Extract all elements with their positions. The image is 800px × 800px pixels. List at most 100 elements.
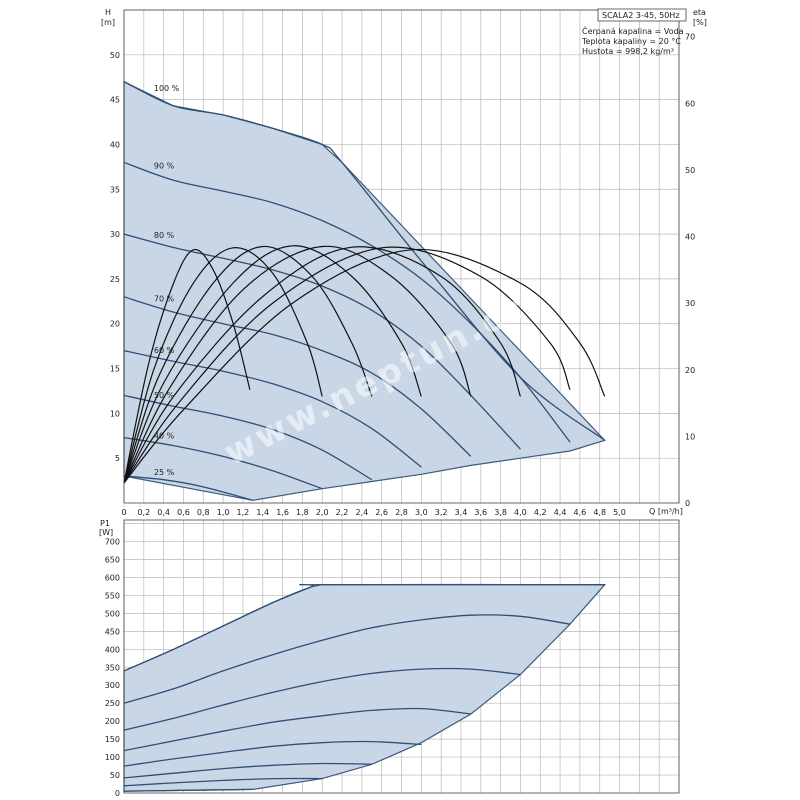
head-speed-label: 80 % (154, 231, 175, 240)
power-y-tick-labels: 0 50 100 150 200 250 300 350 400 450 500 550 600 650 7… (105, 538, 120, 798)
power-y-tick-label: 350 (105, 663, 120, 672)
head-axis-unit: [m] (101, 18, 115, 27)
info-line-fluid: Čerpaná kapalina = Voda (582, 25, 684, 36)
power-y-tick-label: 200 (105, 717, 120, 726)
head-y-tick-labels: 5 10 15 20 25 30 35 40 45 50 (110, 51, 120, 463)
head-x-tick-label: 2,0 (316, 508, 329, 517)
head-y-tick-label: 15 (110, 365, 120, 374)
head-curve-1 (123, 81, 606, 441)
efficiency-curve-6 (123, 246, 521, 484)
head-x-tick-label: 4,6 (574, 508, 587, 517)
head-y-tick-label: 35 (110, 185, 120, 194)
head-x-tick-label: 1,6 (276, 508, 289, 517)
head-x-tick-label: 0,8 (197, 508, 210, 517)
power-y-tick-label: 0 (115, 789, 120, 798)
head-y-tick-label: 20 (110, 320, 120, 329)
info-line-density: Hustota = 998,2 kg/m³ (582, 47, 674, 56)
head-axis-label: H (105, 8, 111, 17)
efficiency-curve-5 (123, 245, 472, 484)
head-curve-5 (123, 349, 422, 468)
eta-axis-label: eta (693, 8, 706, 17)
power-y-tick-label: 50 (110, 771, 120, 780)
power-curve-7 (123, 777, 323, 787)
power-y-tick-label: 650 (105, 556, 120, 565)
eta-y-tick-label: 60 (685, 99, 695, 108)
power-curve-4 (123, 707, 471, 752)
efficiency-curve-4 (123, 245, 422, 484)
power-y-tick-label: 400 (105, 645, 120, 654)
power-curve-1 (123, 583, 605, 672)
efficiency-curves (123, 245, 606, 484)
head-curve-2 (123, 161, 571, 443)
power-curve-6 (123, 762, 372, 779)
head-curve-7 (123, 436, 323, 490)
head-y-tick-label: 30 (110, 230, 120, 239)
power-axis-unit: [W] (99, 528, 113, 537)
efficiency-curve-3 (123, 245, 373, 484)
head-x-tick-label: 3,0 (415, 508, 428, 517)
head-x-tick-label: 0,4 (157, 508, 170, 517)
head-speed-label: 100 % (154, 84, 180, 93)
power-axis-label: P1 (100, 519, 110, 528)
head-x-tick-label: 5,0 (613, 508, 626, 517)
head-x-tick-label: 1,0 (217, 508, 230, 517)
eta-y-tick-labels: 0 10 20 30 40 50 60 70 (685, 33, 695, 508)
head-x-tick-label: 0,6 (177, 508, 190, 517)
head-x-tick-label: 3,6 (474, 508, 487, 517)
head-y-tick-label: 40 (110, 140, 120, 149)
head-speed-label: 90 % (154, 161, 175, 170)
power-y-tick-label: 150 (105, 735, 120, 744)
head-x-tick-label: 2,4 (355, 508, 368, 517)
head-speed-label: 60 % (154, 346, 175, 355)
head-curve-6 (123, 394, 373, 481)
power-y-tick-label: 550 (105, 591, 120, 600)
head-y-tick-label: 5 (115, 454, 120, 463)
head-x-tick-label: 2,6 (375, 508, 388, 517)
flow-axis-label: Q [m³/h] (649, 507, 683, 516)
efficiency-curve-8 (123, 248, 606, 484)
power-chart-frame (123, 519, 680, 794)
eta-y-tick-label: 50 (685, 166, 695, 175)
head-curve-4 (123, 296, 472, 457)
info-box: SCALA2 3-45, 50Hz Čerpaná kapalina = Vod… (581, 8, 687, 56)
head-x-tick-label: 3,4 (455, 508, 468, 517)
power-curve-3 (123, 667, 521, 731)
power-y-tick-label: 450 (105, 627, 120, 636)
head-x-tick-label: 2,2 (336, 508, 349, 517)
eta-axis-unit: [%] (693, 18, 707, 27)
power-y-tick-label: 500 (105, 609, 120, 618)
eta-y-tick-label: 70 (685, 33, 695, 42)
head-y-tick-label: 25 (110, 275, 120, 284)
power-curve-5 (123, 740, 422, 767)
head-x-tick-label: 4,4 (554, 508, 567, 517)
power-curves (123, 583, 605, 792)
efficiency-curve-1 (123, 248, 251, 484)
head-y-tick-label: 50 (110, 51, 120, 60)
head-x-tick-label: 1,2 (237, 508, 250, 517)
power-curve-8 (123, 788, 253, 792)
head-speed-label: 40 % (154, 432, 175, 441)
head-x-tick-label: 3,8 (494, 508, 507, 517)
power-y-tick-label: 600 (105, 573, 120, 582)
head-speed-labels: 100 % 90 % 80 % 70 % 60 % 50 % 40 % 25 % (154, 84, 180, 477)
head-x-tick-labels: 0 0,2 0,4 0,6 0,8 1,0 1,2 1,4 1,6 1,8 2,0 2,2 2,4 2,6… (121, 508, 625, 517)
head-chart: 100 % 90 % 80 % 70 % 60 % 50 % 40 % 25 % 0 0,2 0,… (101, 8, 707, 517)
power-y-tick-label: 100 (105, 753, 120, 762)
eta-y-tick-label: 20 (685, 366, 695, 375)
head-x-tick-label: 4,2 (534, 508, 547, 517)
info-box-title: SCALA2 3-45, 50Hz (602, 11, 680, 20)
efficiency-curve-2 (123, 247, 323, 484)
head-x-tick-label: 3,2 (435, 508, 448, 517)
head-y-tick-label: 10 (110, 409, 120, 418)
info-line-temperature: Teplota kapaliny = 20 °C (581, 37, 681, 46)
head-speed-label: 25 % (154, 468, 175, 477)
head-x-tick-label: 4,8 (593, 508, 606, 517)
head-x-tick-label: 1,8 (296, 508, 309, 517)
eta-y-tick-label: 30 (685, 299, 695, 308)
power-operating-envelope (123, 584, 607, 792)
head-y-tick-label: 45 (110, 96, 120, 105)
eta-y-tick-label: 0 (685, 499, 690, 508)
power-chart: 0 50 100 150 200 250 300 350 400 450 500 550 600 650 7… (99, 519, 680, 798)
power-curve-2 (123, 614, 571, 704)
